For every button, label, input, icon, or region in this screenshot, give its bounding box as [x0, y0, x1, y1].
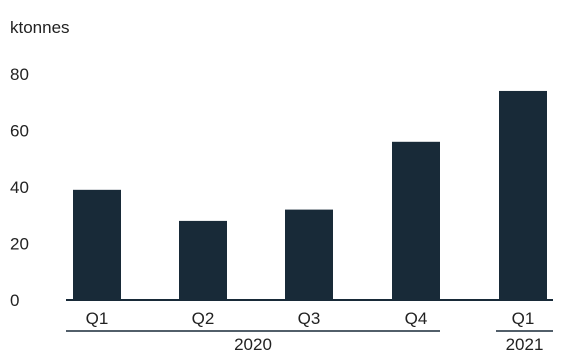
- x-group-label: 2021: [506, 335, 544, 353]
- bars: [73, 90, 547, 300]
- category-labels: Q1 Q2 Q3 Q4 Q1: [86, 309, 535, 328]
- y-tick-label: 40: [10, 178, 29, 197]
- y-tick-label: 20: [10, 235, 29, 254]
- bar: [179, 220, 227, 300]
- group-labels: 2020 2021: [66, 330, 553, 353]
- x-category-label: Q3: [298, 309, 321, 328]
- y-tick-label: 60: [10, 122, 29, 141]
- x-category-label: Q1: [512, 309, 535, 328]
- y-axis-unit-label: ktonnes: [10, 18, 70, 37]
- x-category-label: Q2: [192, 309, 215, 328]
- y-tick-label: 0: [10, 291, 19, 310]
- y-axis-ticks: 0 20 40 60 80: [10, 65, 29, 310]
- bar: [392, 141, 440, 300]
- bar: [73, 189, 121, 300]
- x-group-label: 2020: [234, 335, 272, 353]
- x-category-label: Q4: [405, 309, 428, 328]
- x-category-label: Q1: [86, 309, 109, 328]
- bar: [499, 90, 547, 300]
- y-tick-label: 80: [10, 65, 29, 84]
- bar: [285, 209, 333, 300]
